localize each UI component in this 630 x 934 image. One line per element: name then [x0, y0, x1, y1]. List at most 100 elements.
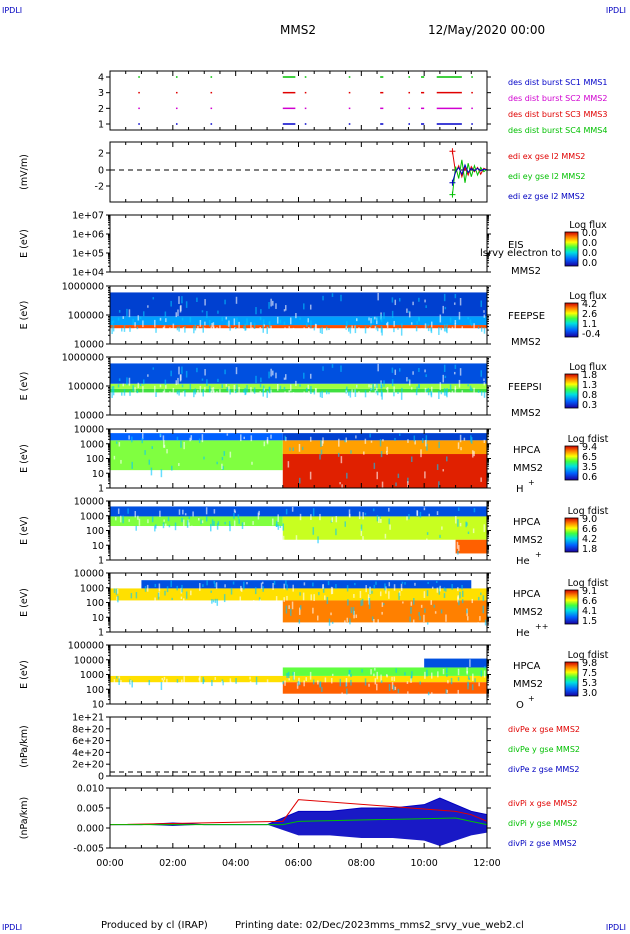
colorbar-title: Log fdist — [568, 650, 609, 661]
spectrogram-texture — [379, 516, 381, 519]
spectrogram-texture — [373, 584, 376, 589]
spectrogram-texture — [252, 599, 255, 605]
spectrogram-texture — [180, 596, 183, 600]
colorbar — [564, 445, 579, 481]
spectrogram-texture — [257, 512, 260, 520]
spectrogram-texture — [324, 677, 327, 683]
spectrogram-texture — [134, 387, 136, 392]
spectrogram-texture — [413, 435, 416, 442]
spectrogram-texture — [359, 590, 362, 598]
spectrogram-texture — [236, 384, 238, 391]
colorbar-title: Log fdist — [568, 578, 609, 589]
spectrogram-texture — [229, 451, 232, 458]
spectrogram-texture — [306, 387, 308, 392]
spectrogram-texture — [393, 676, 396, 682]
spectrogram-texture — [216, 461, 218, 465]
spectrogram-texture — [393, 386, 395, 393]
spectrogram-texture — [427, 323, 430, 327]
spectrogram-texture — [131, 436, 133, 443]
y-tick-label: -2 — [95, 182, 104, 193]
spectrogram-texture — [482, 595, 485, 602]
spectrogram-texture — [381, 391, 383, 400]
spectrogram-texture — [181, 296, 183, 304]
spectrogram-texture — [377, 292, 379, 301]
spectrogram-texture — [349, 326, 352, 334]
spectrogram-texture — [263, 324, 266, 327]
spectrogram-texture — [303, 680, 305, 687]
spectrogram-texture — [364, 326, 367, 334]
spectrogram-texture — [129, 390, 131, 396]
spectrogram-texture — [471, 598, 474, 604]
spectrogram-texture — [268, 302, 270, 309]
spectrogram-texture — [194, 324, 197, 331]
spectrogram-texture — [299, 384, 301, 387]
spectrogram-texture — [459, 297, 462, 306]
spectrogram-texture — [386, 446, 388, 452]
spectrogram-texture — [164, 379, 167, 386]
spectrogram-texture — [439, 585, 441, 592]
spectrogram-texture — [377, 619, 379, 626]
legend-entry: divPe z gse MMS2 — [508, 765, 579, 774]
spectrogram-texture — [155, 392, 157, 397]
spectrogram-texture — [115, 588, 118, 595]
spectrogram-texture — [368, 683, 370, 687]
spectrogram-texture — [150, 467, 153, 476]
spectrogram-texture — [116, 588, 119, 594]
spectrogram-texture — [404, 672, 406, 676]
spectrogram-band — [282, 667, 487, 676]
spectrogram-texture — [216, 598, 219, 606]
spectrogram-texture — [170, 370, 172, 377]
y-axis-label: (mV/m) — [19, 154, 30, 190]
spectrogram-texture — [410, 675, 413, 681]
spectrogram-texture — [113, 455, 116, 460]
spectrogram-texture — [315, 388, 317, 395]
legend-entry: edi ez gse l2 MMS2 — [508, 192, 585, 201]
spectrogram-texture — [388, 591, 390, 599]
spectrogram-texture — [184, 326, 186, 333]
spectrogram-texture — [408, 311, 411, 318]
spectrogram-texture — [313, 390, 316, 395]
spectrogram-texture — [224, 299, 226, 305]
spectrogram-texture — [217, 521, 220, 526]
spectrogram-texture — [426, 443, 428, 451]
spectrogram-texture — [453, 302, 456, 305]
spectrogram-texture — [216, 327, 218, 335]
spectrogram-texture — [427, 581, 429, 584]
y-tick-label: 2e+20 — [72, 760, 104, 771]
spectrogram-texture — [458, 545, 460, 551]
spectrogram-texture — [457, 550, 459, 555]
spectrogram-texture — [349, 390, 352, 398]
spectrogram-texture — [182, 509, 184, 515]
spectrogram-texture — [277, 524, 280, 530]
spectrogram-texture — [355, 435, 357, 439]
spectrogram-texture — [181, 517, 183, 523]
spectrogram-texture — [169, 327, 171, 330]
spectrogram-texture — [483, 378, 485, 382]
spectrogram-texture — [244, 387, 246, 396]
y-tick-label: 100 — [86, 454, 104, 465]
instrument-name: HPCA — [513, 589, 541, 600]
spectrogram-texture — [163, 676, 166, 680]
spectrogram-texture — [397, 327, 399, 330]
spectrogram-texture — [154, 385, 156, 394]
spectrogram-texture — [454, 320, 457, 324]
spectrogram-texture — [202, 325, 204, 333]
spectrogram-texture — [163, 325, 166, 329]
spectrogram-texture — [159, 510, 161, 518]
spacecraft-label: MMS2 — [511, 266, 541, 277]
spectrogram-texture — [446, 668, 448, 673]
y-tick-label: 1000 — [80, 511, 104, 522]
spectrogram-texture — [142, 311, 145, 317]
spectrogram-texture — [229, 325, 231, 331]
spectrogram-texture — [115, 517, 117, 521]
spectrogram-texture — [331, 621, 334, 624]
spectrogram-texture — [393, 320, 395, 327]
spectrogram-texture — [260, 582, 263, 589]
spectrogram-texture — [410, 678, 412, 683]
spectrogram-texture — [418, 297, 420, 302]
spectrogram-texture — [270, 434, 272, 439]
spectrogram-texture — [138, 518, 141, 526]
y-tick-label: 1e+07 — [72, 211, 104, 222]
spectrogram-texture — [330, 520, 333, 523]
species-label: He — [516, 556, 530, 567]
